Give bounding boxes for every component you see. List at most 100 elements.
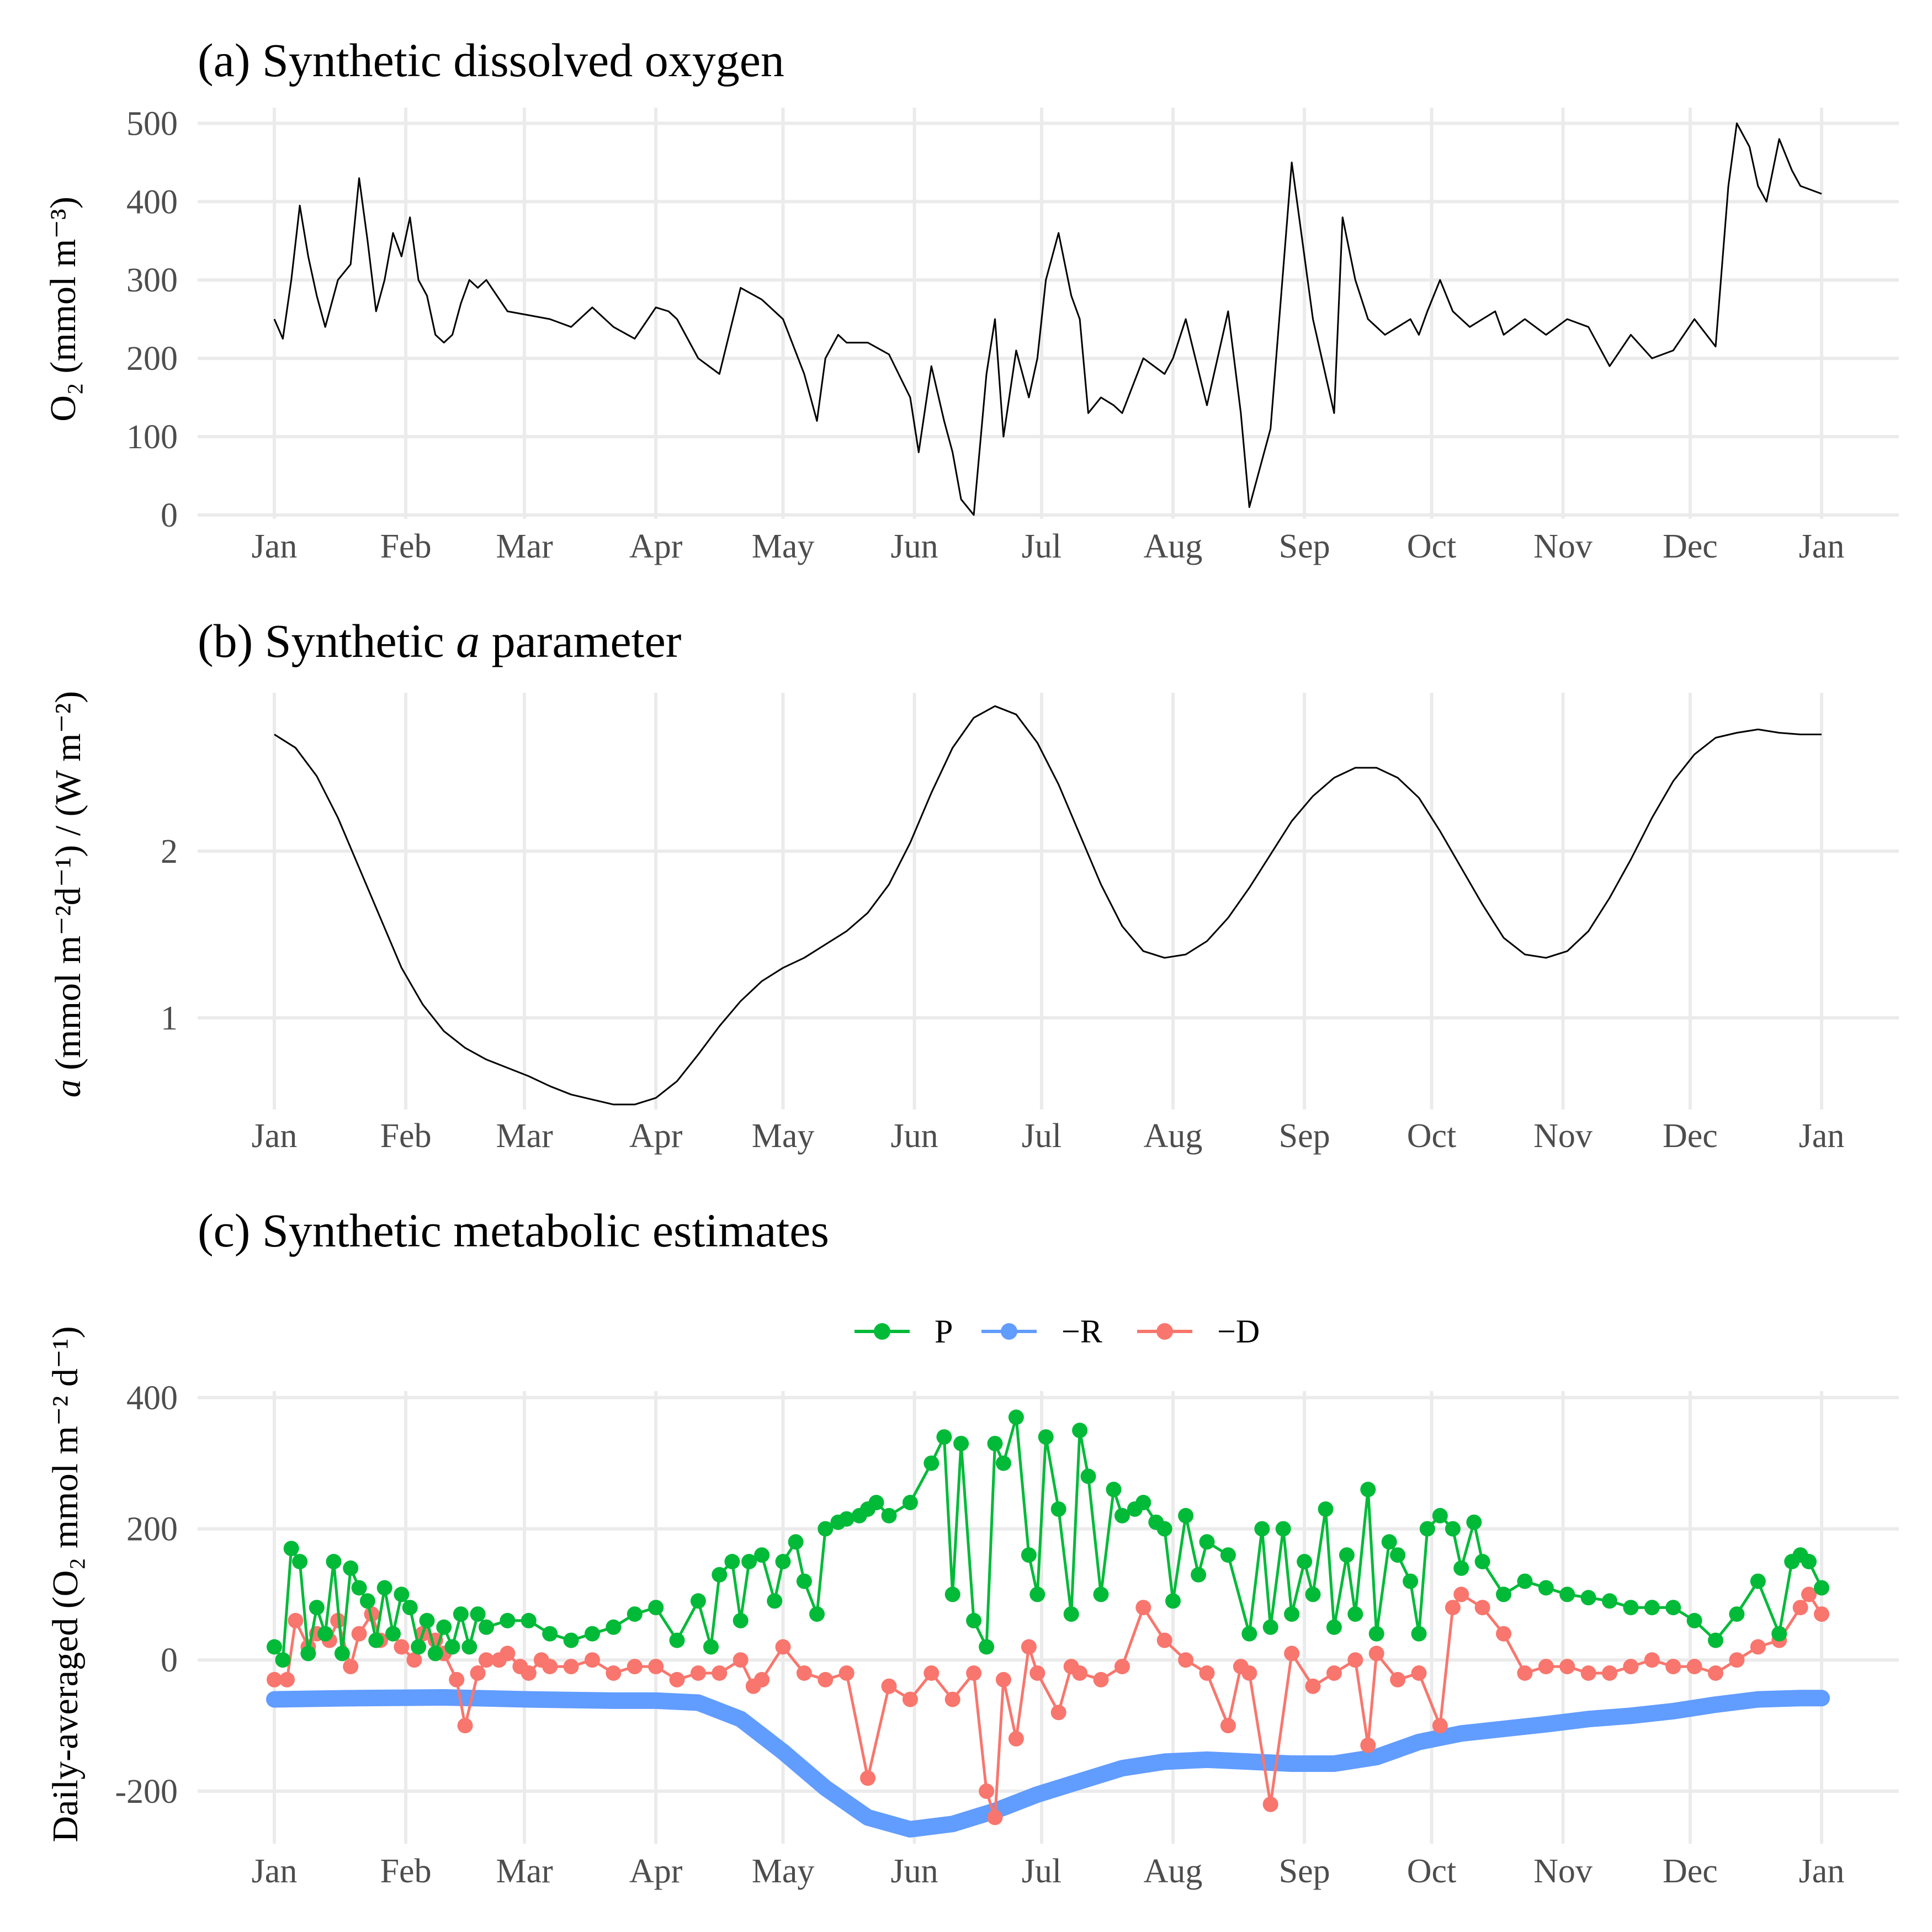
x-tick-label: Dec	[1663, 528, 1718, 565]
data-point	[936, 1429, 952, 1445]
data-point	[796, 1573, 812, 1589]
panel-b-grid	[198, 693, 1899, 1110]
data-point	[1750, 1573, 1766, 1589]
panel-b-x-ticks: Jan Feb Mar Apr May Jun Jul Aug Sep Oct Nov Dec Jan	[252, 1117, 1845, 1155]
data-point	[1644, 1600, 1660, 1616]
y-tick-label: 2	[161, 833, 178, 871]
data-point	[1038, 1429, 1054, 1445]
data-point	[1241, 1665, 1257, 1681]
data-point	[1029, 1586, 1045, 1602]
data-point	[449, 1671, 465, 1687]
panel-a-y-axis-label: O₂ (mmol m⁻³)	[43, 197, 83, 422]
data-point	[288, 1612, 304, 1628]
data-point	[775, 1639, 791, 1655]
legend-marker	[1001, 1323, 1017, 1340]
data-point	[987, 1436, 1003, 1452]
data-point	[944, 1586, 960, 1602]
x-tick-label: Apr	[629, 1853, 683, 1890]
data-point	[1135, 1600, 1151, 1616]
series-line	[274, 705, 1822, 1106]
x-tick-label: Aug	[1144, 528, 1203, 565]
data-point	[1474, 1600, 1490, 1616]
data-point	[1156, 1632, 1172, 1648]
data-point	[775, 1554, 791, 1569]
data-point	[585, 1626, 600, 1642]
data-point	[1496, 1586, 1511, 1602]
data-point	[521, 1665, 537, 1681]
data-point	[359, 1593, 375, 1609]
data-point	[479, 1652, 494, 1668]
data-point	[1021, 1547, 1037, 1563]
data-point	[317, 1626, 333, 1642]
data-point	[1814, 1580, 1829, 1596]
data-point	[300, 1646, 316, 1662]
data-point	[351, 1626, 367, 1642]
y-tick-label: -200	[115, 1773, 178, 1811]
data-point	[860, 1770, 876, 1786]
data-point	[1580, 1590, 1596, 1606]
data-point	[703, 1639, 719, 1655]
data-point	[1326, 1619, 1342, 1635]
data-point	[1156, 1521, 1172, 1537]
data-point	[1496, 1626, 1511, 1642]
x-tick-label: Feb	[380, 528, 432, 565]
panel-c-title: (c) Synthetic metabolic estimates	[198, 1204, 829, 1257]
data-point	[444, 1639, 460, 1655]
data-point	[1093, 1586, 1109, 1602]
data-point	[944, 1691, 960, 1707]
y-tick-label: 200	[126, 1511, 178, 1548]
data-point	[1390, 1671, 1406, 1687]
panel-a-y-ticks: 0 100 200 300 400 500	[126, 105, 178, 534]
panel-b-a-parameter: (b) Synthetic a parameter 12 Jan Feb Mar Ap…	[48, 614, 1899, 1155]
data-point	[283, 1541, 299, 1557]
data-point	[995, 1671, 1011, 1687]
data-point	[712, 1567, 728, 1583]
data-point	[1347, 1606, 1363, 1622]
x-tick-label: Jul	[1022, 1117, 1061, 1155]
data-point	[923, 1455, 940, 1471]
data-point	[542, 1659, 558, 1675]
data-point	[754, 1547, 770, 1563]
data-point	[606, 1619, 622, 1635]
data-point	[1445, 1521, 1461, 1537]
data-point	[966, 1665, 982, 1681]
y-tick-label: 300	[126, 262, 178, 299]
data-point	[364, 1606, 380, 1622]
data-point	[838, 1511, 854, 1527]
data-point	[1474, 1554, 1490, 1569]
x-tick-label: Feb	[380, 1117, 432, 1155]
data-point	[1114, 1659, 1130, 1675]
data-point	[1411, 1626, 1427, 1642]
series-line	[266, 1689, 1830, 1838]
x-tick-label: Feb	[380, 1853, 432, 1890]
data-point	[1403, 1573, 1419, 1589]
x-tick-label: Jan	[252, 1853, 298, 1890]
data-point	[1801, 1586, 1817, 1602]
data-point	[1538, 1659, 1554, 1675]
data-point	[1093, 1671, 1109, 1687]
data-point	[1106, 1482, 1122, 1498]
x-tick-label: Jun	[891, 1853, 938, 1890]
x-tick-label: Jan	[1799, 1853, 1845, 1890]
data-point	[1559, 1659, 1575, 1675]
x-tick-label: Jun	[891, 1117, 938, 1155]
data-point	[402, 1600, 418, 1616]
y-tick-label: 0	[161, 497, 178, 534]
data-point	[1453, 1586, 1469, 1602]
panel-c-x-ticks: Jan Feb Mar Apr May Jun Jul Aug Sep Oct Nov Dec Jan	[252, 1853, 1845, 1890]
data-point	[669, 1632, 685, 1648]
x-tick-label: Jan	[1799, 528, 1845, 565]
x-tick-label: May	[752, 1117, 815, 1155]
data-point	[1686, 1659, 1702, 1675]
data-point	[1538, 1580, 1554, 1596]
x-tick-label: Jul	[1022, 528, 1061, 565]
panel-a-x-ticks: Jan Feb Mar Apr May Jun Jul Aug Sep Oct Nov Dec Jan	[252, 528, 1845, 565]
panel-b-title: (b) Synthetic a parameter	[198, 614, 681, 667]
data-point	[521, 1612, 537, 1628]
data-point	[368, 1632, 384, 1648]
data-point	[1432, 1718, 1448, 1734]
data-point	[1708, 1632, 1723, 1648]
data-point	[648, 1659, 664, 1675]
x-tick-label: May	[752, 1853, 815, 1890]
data-point	[461, 1639, 477, 1655]
